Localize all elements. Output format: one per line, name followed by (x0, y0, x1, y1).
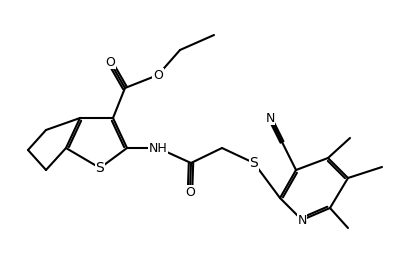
Text: N: N (297, 214, 306, 227)
Text: S: S (249, 156, 258, 170)
Text: O: O (105, 55, 115, 69)
Text: O: O (184, 186, 194, 199)
Text: N: N (265, 112, 274, 125)
Text: NH: NH (148, 141, 167, 154)
Text: S: S (95, 161, 104, 175)
Text: O: O (153, 69, 162, 82)
